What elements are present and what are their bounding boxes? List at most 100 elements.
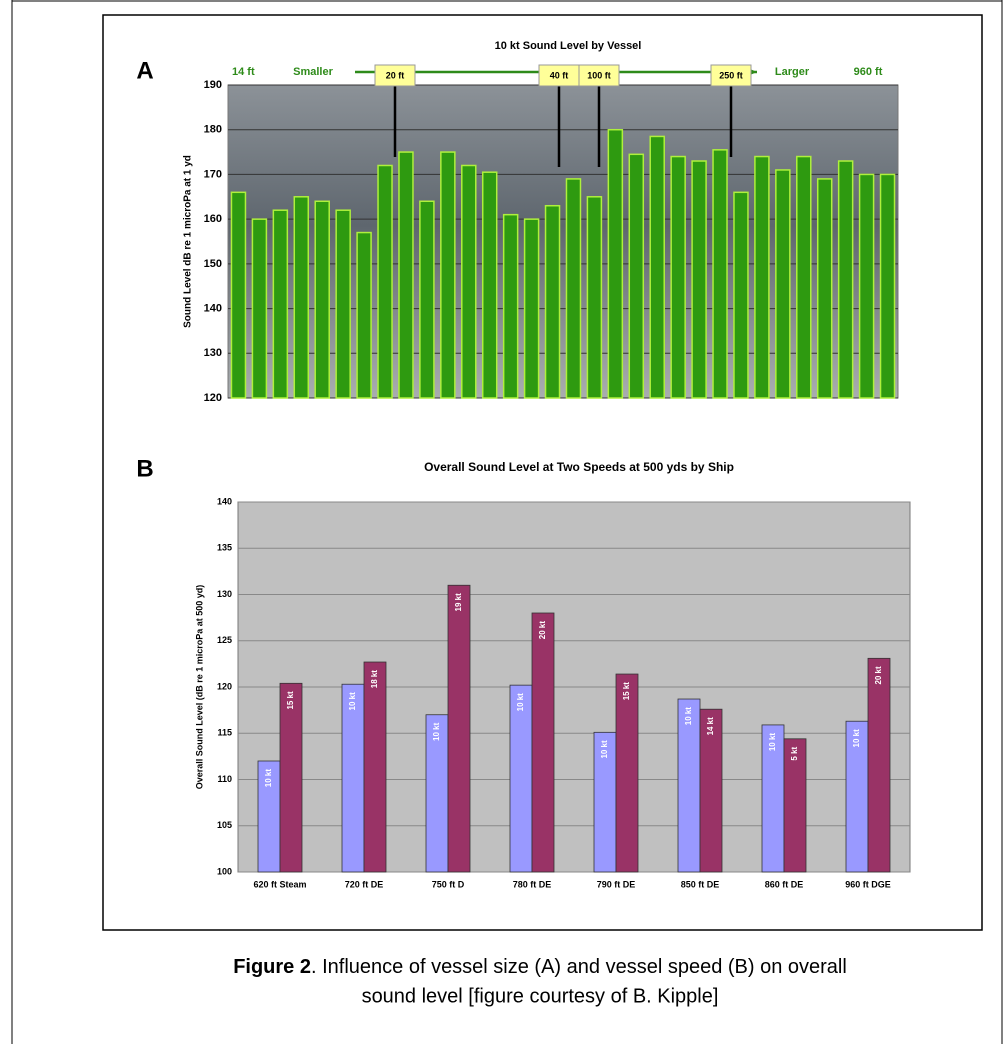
chart-title: Overall Sound Level at Two Speeds at 500… [424,460,734,474]
x-tick-label: 720 ft DE [345,879,384,889]
bar [733,191,749,399]
y-tick-label: 170 [204,168,222,180]
callout-box [374,64,416,87]
bar [531,612,555,873]
y-tick-label: 100 [217,866,232,876]
bar-label: 20 kt [538,621,547,640]
bar [670,155,686,399]
caption-text: . Influence of vessel size (A) and vesse… [311,956,847,978]
callout-box [710,64,752,87]
x-tick-label: 790 ft DE [597,879,636,889]
bar-label: 10 kt [348,692,357,711]
annotation: Larger [775,66,810,78]
bar [858,173,875,399]
bar [691,160,707,399]
bar [699,708,723,873]
bar [615,673,639,873]
y-tick-label: 130 [217,589,232,599]
annotation: 14 ft [232,66,255,78]
bar [775,169,791,399]
y-tick-label: 110 [217,774,232,784]
bar [867,657,891,873]
caption: Figure 2. Influence of vessel size (A) a… [233,956,847,978]
bar [363,661,387,873]
bar [879,173,896,399]
callout-box [578,64,620,87]
bar-label: 10 kt [264,769,273,788]
annotation: 100 ft [587,70,611,80]
annotation: 250 ft [719,70,743,80]
figure-frame [102,14,983,931]
caption-label: Figure 2 [233,956,311,978]
bar [377,164,393,399]
y-tick-label: 130 [204,347,222,359]
annotation: 20 ft [386,70,405,80]
annotation: 960 ft [854,66,883,78]
bar [544,204,561,399]
bar-label: 10 kt [768,733,777,752]
y-tick-label: 125 [217,635,232,645]
bar [509,684,533,873]
x-tick-label: 960 ft DGE [845,879,891,889]
bar-label: 10 kt [432,722,441,741]
bar-label: 19 kt [454,593,463,612]
bar [586,196,603,399]
bar [314,200,330,399]
panel-label: A [136,57,153,84]
bar-label: 10 kt [516,693,525,712]
x-tick-label: 620 ft Steam [253,879,306,889]
x-tick-label: 860 ft DE [765,879,804,889]
bar [837,160,854,399]
bar [251,218,268,399]
bar-label: 18 kt [370,670,379,689]
y-tick-label: 120 [217,681,232,691]
bar [440,151,456,399]
bar [712,149,728,399]
y-tick-label: 105 [217,820,232,830]
bar [419,200,435,399]
bar [272,209,289,399]
bar [341,683,365,873]
annotation: Smaller [293,66,333,78]
y-tick-label: 150 [204,258,222,270]
y-tick-label: 135 [217,543,232,553]
bar [502,213,519,399]
bar-label: 20 kt [874,666,883,685]
bar [447,584,471,873]
x-tick-label: 850 ft DE [681,879,720,889]
caption-text: sound level [figure courtesy of B. Kippl… [362,985,719,1007]
bar-label: 10 kt [600,740,609,759]
annotation: 40 ft [550,70,569,80]
bar [607,128,624,399]
y-tick-label: 120 [204,392,222,404]
bar [649,135,665,399]
y-axis-label: Overall Sound Level (dB re 1 microPa at … [194,585,204,790]
bar-label: 5 kt [790,746,799,760]
bar [565,178,582,399]
x-tick-label: 780 ft DE [513,879,552,889]
y-axis-label: Sound Level dB re 1 microPa at 1 yd [183,155,194,328]
bar-label: 15 kt [286,691,295,710]
bar-label: 14 kt [706,717,715,736]
y-tick-label: 190 [204,79,222,91]
y-tick-label: 115 [217,728,232,738]
chart-title: 10 kt Sound Level by Vessel [495,40,642,52]
y-tick-label: 140 [217,496,232,506]
bar [796,155,812,399]
bar [293,196,310,399]
bar [356,231,372,399]
bar [481,171,498,399]
bar [523,218,540,399]
bar [335,209,351,399]
bar [783,738,807,873]
y-tick-label: 160 [204,213,222,225]
bar [754,155,770,399]
bar-label: 10 kt [852,729,861,748]
bar-label: 15 kt [622,682,631,701]
bar [816,178,833,399]
x-tick-label: 750 ft D [432,879,465,889]
bar [279,682,303,873]
bar [398,151,414,399]
bar [230,191,247,399]
